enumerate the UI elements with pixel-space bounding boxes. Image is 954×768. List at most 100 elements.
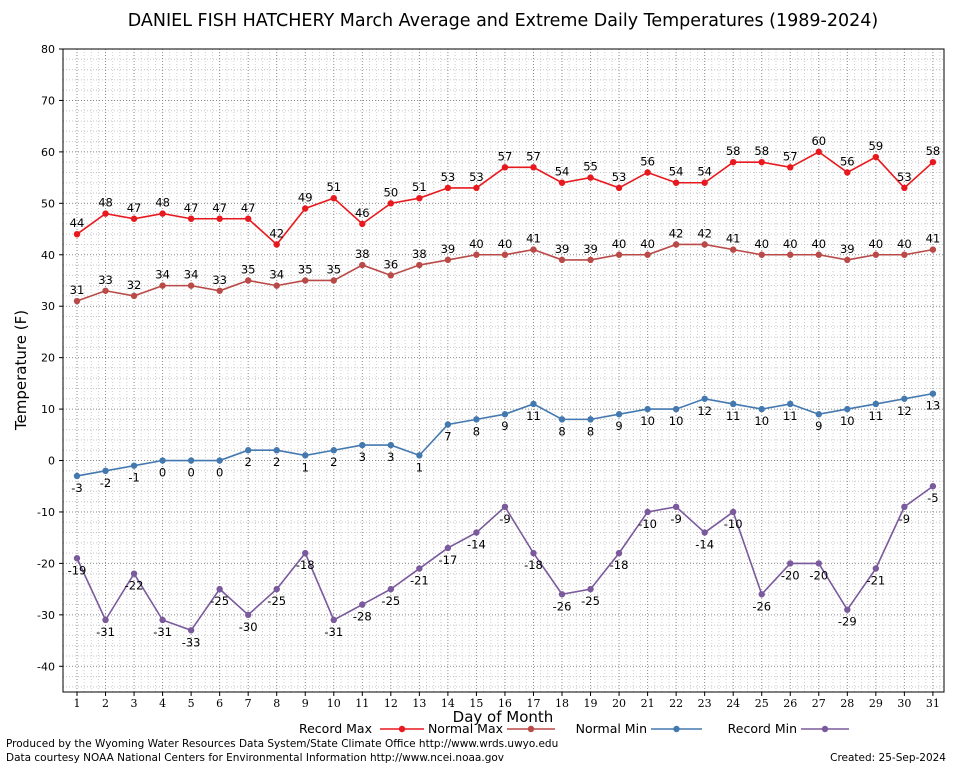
data-label: -28 bbox=[353, 610, 372, 624]
data-point bbox=[330, 277, 337, 284]
data-label: 38 bbox=[412, 247, 427, 261]
y-tick-label: -20 bbox=[37, 557, 55, 570]
data-point bbox=[530, 549, 537, 557]
data-point bbox=[187, 282, 195, 289]
data-point bbox=[473, 184, 480, 192]
data-label: 33 bbox=[212, 273, 227, 287]
data-point bbox=[615, 251, 623, 258]
data-point bbox=[273, 282, 280, 289]
data-point bbox=[130, 215, 138, 222]
data-point bbox=[302, 549, 309, 557]
data-point bbox=[444, 421, 452, 428]
data-point bbox=[787, 400, 794, 408]
data-label: 10 bbox=[754, 414, 769, 428]
data-point bbox=[73, 297, 81, 305]
data-label: 46 bbox=[355, 206, 370, 220]
y-tick-label: 20 bbox=[41, 352, 55, 365]
data-point bbox=[387, 585, 395, 593]
data-label: 40 bbox=[869, 237, 884, 251]
data-label: 42 bbox=[697, 226, 712, 240]
data-label: 50 bbox=[384, 185, 399, 199]
data-point bbox=[558, 416, 566, 423]
data-point bbox=[444, 544, 452, 552]
data-point bbox=[244, 447, 252, 454]
x-tick-label: 4 bbox=[159, 697, 166, 710]
data-point bbox=[672, 405, 680, 413]
data-label: 1 bbox=[416, 460, 423, 474]
data-label: 57 bbox=[783, 149, 798, 163]
data-point bbox=[244, 277, 252, 284]
data-label: 47 bbox=[127, 201, 142, 215]
x-tick-label: 17 bbox=[526, 697, 540, 710]
data-label: 53 bbox=[441, 170, 456, 184]
data-label: 33 bbox=[98, 273, 113, 287]
x-tick-label: 3 bbox=[131, 697, 138, 710]
data-label: 34 bbox=[184, 268, 199, 282]
data-label: 44 bbox=[70, 216, 85, 230]
data-label: 40 bbox=[640, 237, 655, 251]
data-point bbox=[359, 261, 366, 269]
data-point bbox=[929, 483, 937, 490]
data-point bbox=[615, 549, 623, 557]
data-point bbox=[416, 565, 423, 572]
data-point bbox=[416, 452, 423, 459]
data-label: 53 bbox=[897, 170, 912, 184]
data-label: 2 bbox=[273, 455, 280, 469]
data-point bbox=[73, 555, 81, 562]
x-tick-label: 31 bbox=[926, 697, 940, 710]
data-label: 34 bbox=[155, 268, 170, 282]
y-tick-label: 10 bbox=[41, 403, 55, 416]
data-point bbox=[558, 591, 566, 598]
data-point bbox=[473, 251, 480, 258]
data-label: -19 bbox=[68, 563, 87, 577]
data-point bbox=[273, 585, 280, 593]
data-point bbox=[216, 585, 223, 593]
data-label: 59 bbox=[869, 139, 884, 153]
data-point bbox=[615, 411, 623, 418]
x-tick-label: 7 bbox=[245, 697, 252, 710]
credit-line-2: Data courtesy NOAA National Centers for … bbox=[6, 752, 505, 764]
data-point bbox=[872, 251, 880, 258]
data-label: 56 bbox=[640, 154, 655, 168]
data-point bbox=[701, 241, 708, 248]
y-tick-label: 60 bbox=[41, 146, 55, 159]
data-point bbox=[901, 503, 908, 511]
data-label: 40 bbox=[811, 237, 826, 251]
data-point bbox=[387, 441, 395, 449]
data-label: 40 bbox=[783, 237, 798, 251]
data-point bbox=[644, 508, 651, 516]
data-point bbox=[701, 395, 708, 402]
data-label: -9 bbox=[499, 512, 510, 526]
series-normal-max bbox=[73, 241, 937, 305]
data-point bbox=[729, 158, 737, 166]
data-label: -9 bbox=[899, 512, 910, 526]
data-label: 60 bbox=[811, 134, 826, 148]
data-label: -26 bbox=[553, 599, 572, 613]
data-point bbox=[558, 256, 566, 264]
data-label: -25 bbox=[581, 594, 600, 608]
data-point bbox=[729, 400, 737, 408]
data-point bbox=[929, 246, 937, 253]
data-label: 40 bbox=[897, 237, 912, 251]
data-point bbox=[872, 400, 880, 408]
data-point bbox=[787, 251, 794, 258]
data-point bbox=[530, 246, 537, 253]
data-point bbox=[444, 184, 452, 192]
data-label: 47 bbox=[184, 201, 199, 215]
data-label: 35 bbox=[241, 262, 256, 276]
data-point bbox=[130, 462, 138, 469]
data-point bbox=[672, 241, 680, 248]
data-label: -14 bbox=[467, 538, 486, 552]
data-point bbox=[729, 508, 737, 516]
data-point bbox=[73, 472, 81, 480]
data-label: 49 bbox=[298, 190, 313, 204]
data-point bbox=[387, 200, 395, 207]
data-label: 42 bbox=[669, 226, 684, 240]
legend: Record Max Normal Max Normal Min Record Min bbox=[299, 721, 849, 736]
data-point bbox=[672, 179, 680, 186]
x-tick-label: 12 bbox=[384, 697, 398, 710]
data-point bbox=[701, 529, 708, 536]
grid bbox=[63, 48, 944, 692]
data-label: -20 bbox=[781, 568, 800, 582]
